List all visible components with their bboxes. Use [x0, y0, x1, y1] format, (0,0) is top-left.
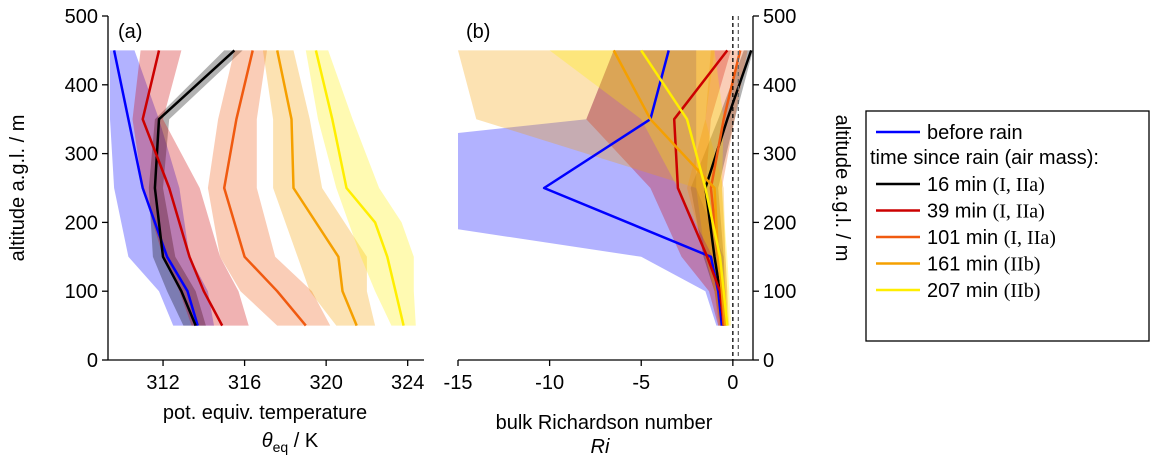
- uncertainty-band: [132, 50, 249, 326]
- theta-unit: / K: [288, 430, 319, 452]
- legend-label-before-rain: before rain: [927, 122, 1023, 144]
- legend-entry-air-mass: (IIb): [1004, 280, 1041, 302]
- y-tick-label: 400: [763, 75, 796, 97]
- panel-b-x-axis-label: bulk Richardson number: [496, 412, 713, 434]
- panel-a: 312 316 320 324 0 100 200 300 400 500 (a) altitud…: [7, 6, 424, 455]
- theta-subscript: eq: [273, 439, 289, 455]
- y-tick-label: 200: [65, 212, 98, 234]
- x-tick-label: 324: [391, 372, 424, 394]
- legend-entry-label: 161 min (IIb): [927, 254, 1040, 276]
- uncertainty-band: [687, 50, 748, 326]
- legend: before rain time since rain (air mass): …: [865, 110, 1150, 342]
- legend-entry-time: 101 min: [927, 227, 1004, 249]
- x-tick-label: 312: [146, 372, 179, 394]
- panel-a-y-axis-label: altitude a.g.l. / m: [7, 115, 29, 262]
- legend-entries: 16 min (I, IIa)39 min (I, IIa)101 min (I…: [876, 174, 1056, 302]
- legend-entry-time: 16 min: [927, 174, 993, 196]
- panel-b-x-axis-symbol: Ri: [591, 436, 610, 458]
- panel-a-series-lines: [112, 49, 405, 327]
- legend-entry-air-mass: (I, IIa): [1004, 227, 1056, 249]
- legend-entry-air-mass: (IIb): [1004, 254, 1041, 276]
- series-line: [672, 49, 729, 326]
- legend-entry-time: 161 min: [927, 254, 1004, 276]
- legend-entry-label: 101 min (I, IIa): [927, 227, 1056, 249]
- series-line: [275, 50, 358, 327]
- series-line: [112, 50, 199, 326]
- panel-b-uncertainty-bands: [458, 50, 753, 326]
- panel-a-x-axis-label: pot. equiv. temperature: [163, 402, 367, 424]
- legend-header: time since rain (air mass):: [870, 147, 1099, 169]
- series-line: [640, 49, 729, 326]
- theta-symbol: θ: [262, 430, 273, 452]
- legend-entry-label: 16 min (I, IIa): [927, 174, 1045, 196]
- panel-a-x-axis-unit-label: θeq / K: [262, 430, 319, 455]
- x-tick-label: -10: [535, 372, 564, 394]
- series-line: [222, 50, 307, 327]
- panel-b-label: (b): [466, 21, 490, 43]
- uncertainty-band: [586, 50, 731, 326]
- y-tick-label: 200: [763, 212, 796, 234]
- legend-entry-air-mass: (I, IIa): [993, 201, 1045, 223]
- legend-entry-label: 207 min (IIb): [927, 280, 1040, 302]
- panel-a-label: (a): [118, 21, 142, 43]
- y-tick-label: 400: [65, 75, 98, 97]
- x-tick-label: 0: [727, 372, 738, 394]
- uncertainty-band: [207, 50, 331, 326]
- y-tick-label: 0: [87, 350, 98, 372]
- panel-a-axes: 312 316 320 324 0 100 200 300 400 500: [65, 6, 425, 394]
- series-line: [542, 50, 724, 326]
- x-tick-label: 316: [228, 372, 261, 394]
- x-tick-label: -5: [632, 372, 650, 394]
- series-line: [153, 49, 236, 327]
- panel-b: -15 -10 -5 0 0 100 200 300 400 500 (b) altitude a…: [444, 6, 853, 458]
- panel-b-series-lines: [542, 49, 753, 326]
- panel-b-y-axis-label: altitude a.g.l. / m: [831, 115, 853, 262]
- uncertainty-band: [458, 50, 726, 326]
- y-tick-label: 100: [65, 281, 98, 303]
- legend-entry-air-mass: (I, IIa): [993, 174, 1045, 196]
- y-tick-label: 500: [763, 6, 796, 28]
- legend-entry-label: 39 min (I, IIa): [927, 201, 1045, 223]
- y-tick-label: 100: [763, 281, 796, 303]
- x-tick-label: 320: [309, 372, 342, 394]
- uncertainty-band: [110, 50, 214, 326]
- legend-frame: [865, 110, 1150, 342]
- x-tick-label: -15: [444, 372, 473, 394]
- y-tick-label: 300: [65, 144, 98, 166]
- series-line: [314, 50, 405, 326]
- legend-entry-time: 39 min: [927, 201, 993, 223]
- uncertainty-band: [458, 50, 730, 326]
- y-tick-label: 300: [763, 144, 796, 166]
- legend-entry-time: 207 min: [927, 280, 1004, 302]
- y-tick-label: 500: [65, 6, 98, 28]
- y-tick-label: 0: [763, 350, 774, 372]
- series-line: [612, 49, 727, 326]
- uncertainty-band: [148, 50, 243, 326]
- series-line: [141, 50, 224, 327]
- panel-b-axes: -15 -10 -5 0 0 100 200 300 400 500: [444, 6, 797, 394]
